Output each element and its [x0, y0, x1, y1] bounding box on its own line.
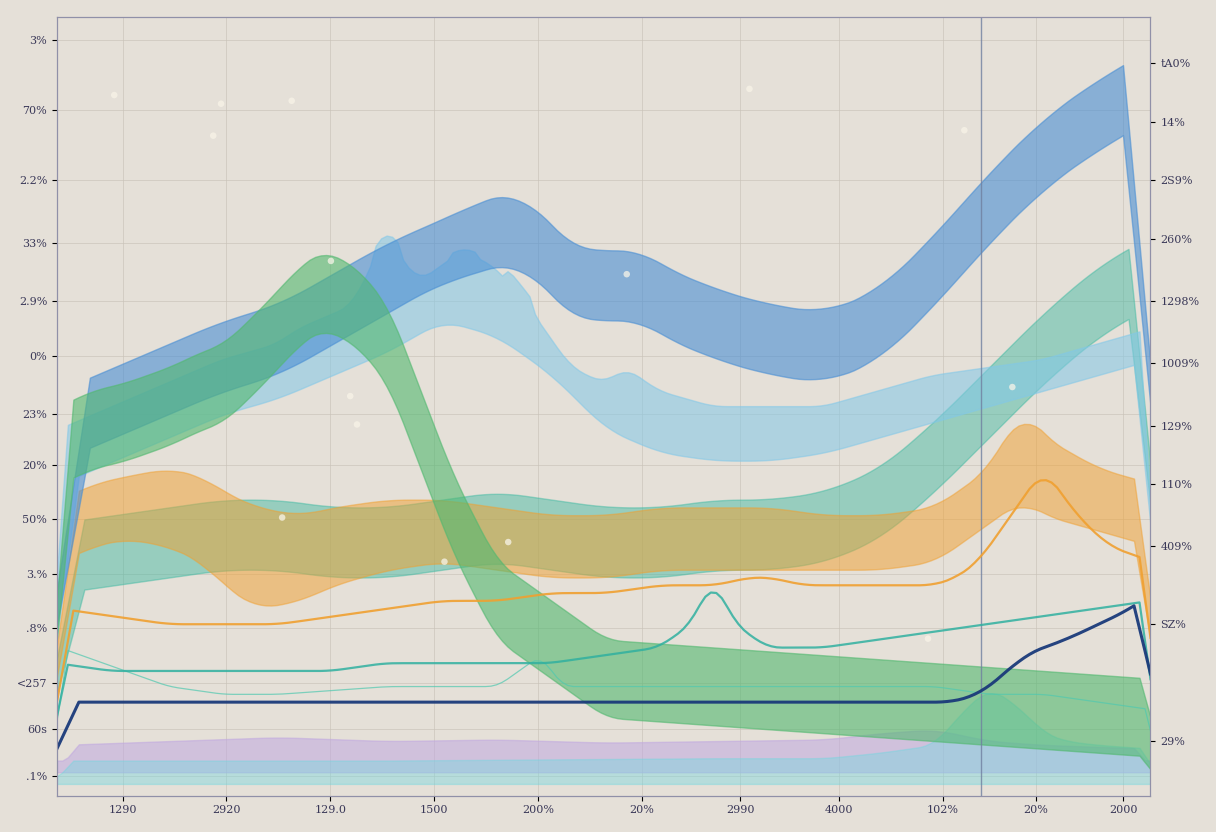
Point: [348, 418, 367, 431]
Point: [203, 129, 223, 142]
Point: [321, 255, 340, 268]
Point: [282, 94, 302, 107]
Point: [918, 632, 938, 646]
Point: [435, 555, 455, 568]
Point: [272, 511, 292, 524]
Point: [955, 124, 974, 137]
Point: [340, 389, 360, 403]
Point: [105, 88, 124, 102]
Point: [617, 268, 636, 281]
Point: [499, 536, 518, 549]
Point: [739, 82, 759, 96]
Point: [1003, 380, 1023, 394]
Point: [212, 97, 231, 111]
